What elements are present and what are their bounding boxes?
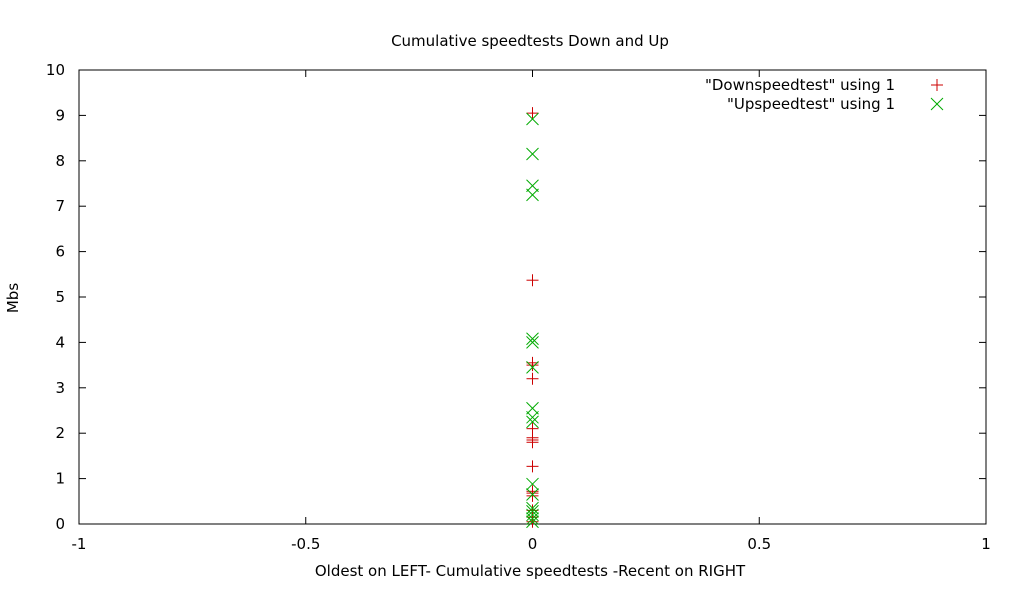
y-tick-label: 2: [55, 424, 65, 442]
y-tick-label: 10: [46, 61, 65, 79]
legend-entry-marker: [931, 79, 943, 91]
y-tick-label: 5: [55, 288, 65, 306]
y-tick-label: 7: [55, 197, 65, 215]
y-tick-label: 3: [55, 379, 65, 397]
data-point-series-2: [526, 488, 539, 501]
x-tick-label: 1: [981, 535, 991, 553]
data-point-series-2: [526, 504, 539, 518]
data-point-series-2: [526, 401, 539, 415]
data-point-series-2: [526, 147, 539, 161]
y-tick-label: 6: [55, 243, 65, 261]
x-axis-label: Oldest on LEFT- Cumulative speedtests -R…: [315, 562, 746, 580]
data-point-series-2: [526, 188, 539, 202]
data-point-series-1: [526, 460, 539, 473]
data-point-series-2: [526, 477, 539, 491]
data-point-series-2: [526, 501, 539, 515]
y-tick-label: 4: [55, 333, 65, 351]
x-tick-label: 0: [528, 535, 538, 553]
y-tick-label: 9: [55, 106, 65, 124]
data-point-series-1: [526, 372, 539, 385]
legend-entry-label: "Upspeedtest" using 1: [727, 95, 895, 113]
data-point-series-2: [526, 361, 539, 374]
data-point-series-2: [526, 410, 539, 424]
data-point-series-2: [526, 415, 539, 429]
data-point-series-1: [526, 359, 539, 372]
legend: "Downspeedtest" using 1"Upspeedtest" usi…: [705, 76, 944, 113]
data-point-series-2: [526, 512, 539, 525]
data-point-series-2: [526, 515, 539, 529]
data-point-series-1: [526, 274, 539, 287]
y-tick-label: 1: [55, 470, 65, 488]
data-point-series-2: [526, 332, 539, 346]
legend-entry-marker: [930, 97, 944, 111]
data-points: [526, 107, 539, 529]
chart-title: Cumulative speedtests Down and Up: [391, 32, 669, 50]
x-tick-label: -0.5: [291, 535, 320, 553]
x-tick-label: 0.5: [747, 535, 771, 553]
data-point-series-2: [526, 179, 539, 193]
data-point-series-2: [526, 112, 539, 126]
data-point-series-1: [526, 436, 539, 449]
plot-border: [78, 69, 987, 525]
y-tick-label: 8: [55, 152, 65, 170]
y-axis-label: Mbs: [4, 283, 22, 313]
data-point-series-1: [526, 107, 539, 120]
axis-ticks: 0 1 2 3 4 5 6 7 8 9 10 -1 -0.5 0 0.5 1: [46, 61, 991, 553]
data-point-series-1: [526, 489, 539, 502]
legend-entry-label: "Downspeedtest" using 1: [705, 76, 895, 94]
y-tick-label: 0: [55, 515, 65, 533]
data-point-series-2: [526, 336, 539, 349]
data-point-series-2: [526, 508, 539, 522]
x-tick-label: -1: [72, 535, 87, 553]
